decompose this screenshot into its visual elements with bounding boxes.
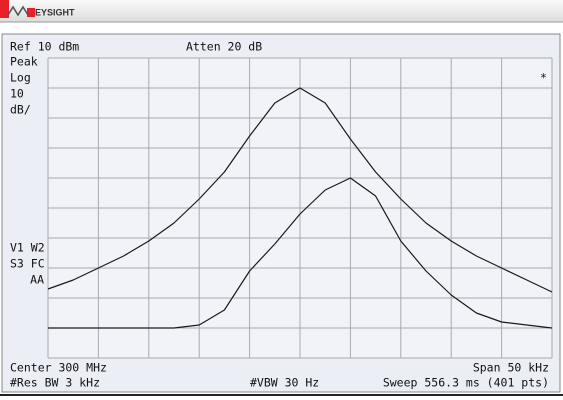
span: Span 50 kHz xyxy=(473,361,549,375)
resolution-bandwidth: #Res BW 3 kHz xyxy=(10,376,100,390)
video-bandwidth: #VBW 30 Hz xyxy=(250,376,319,390)
graticule xyxy=(47,57,553,359)
scale-value: 10 xyxy=(10,87,24,101)
traces xyxy=(47,87,553,329)
scale-unit: dB/ xyxy=(10,103,31,117)
ref-level: Ref 10 dBm xyxy=(10,40,79,54)
header-bar xyxy=(0,0,563,22)
sweep: Sweep 556.3 ms (401 pts) xyxy=(383,376,549,390)
trace xyxy=(48,177,553,329)
trace-info: S3 FC xyxy=(10,257,45,271)
marker-indicator: * xyxy=(540,71,547,85)
scale-type: Log xyxy=(10,71,31,85)
trace-info: AA xyxy=(30,273,44,287)
detector: Peak xyxy=(10,55,38,69)
annotations: Ref 10 dBm Atten 20 dB Peak Log 10 dB/ *… xyxy=(10,40,549,390)
logo xyxy=(0,0,35,18)
trace xyxy=(47,87,553,293)
center-frequency: Center 300 MHz xyxy=(10,361,107,375)
attenuation: Atten 20 dB xyxy=(186,40,262,54)
trace-info: V1 W2 xyxy=(10,241,45,255)
brand: EYSIGHT xyxy=(35,7,75,17)
